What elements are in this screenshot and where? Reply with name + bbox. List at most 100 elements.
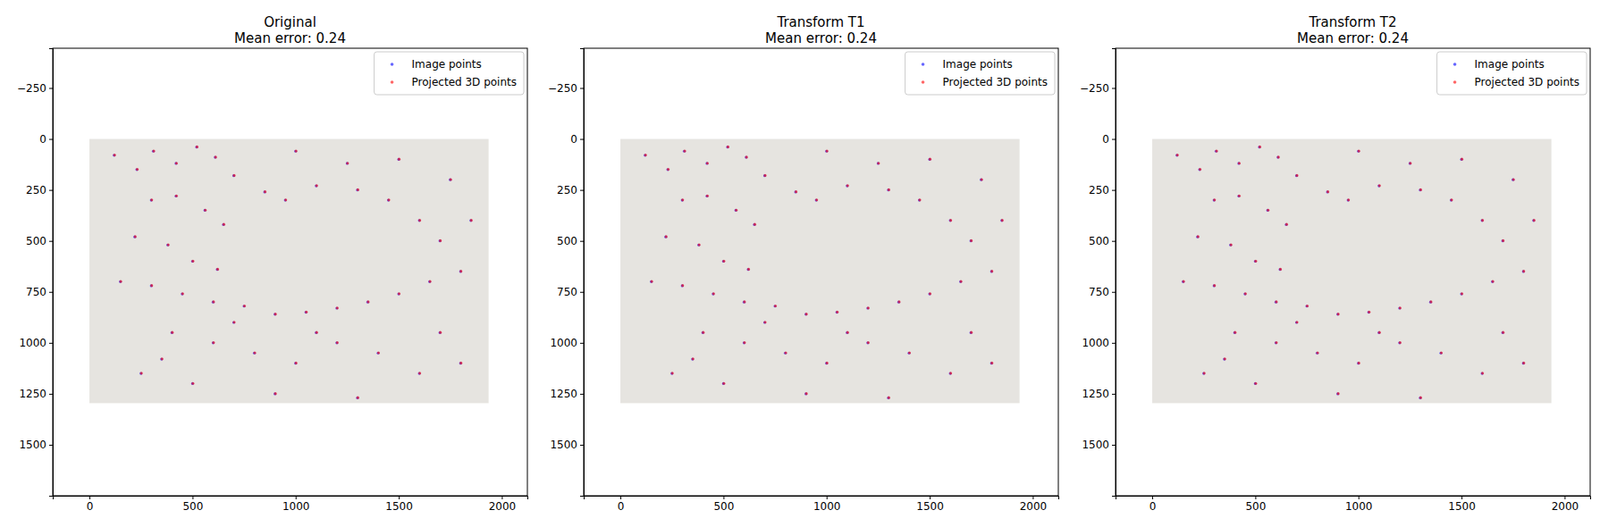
point [191, 260, 194, 263]
point [927, 158, 931, 161]
point [1223, 357, 1227, 361]
point [191, 382, 194, 386]
point [315, 331, 319, 335]
title: Transform T1 [775, 14, 865, 31]
point [1276, 156, 1280, 160]
point [1214, 149, 1218, 152]
point [243, 304, 246, 308]
tick-label: 1500 [18, 438, 47, 452]
point [284, 198, 287, 202]
tick-label: −250 [16, 82, 47, 95]
point [805, 312, 809, 316]
tick-label: 0 [86, 500, 94, 514]
point [140, 371, 144, 375]
point [459, 362, 463, 365]
tick-label: 750 [1088, 286, 1110, 299]
point [887, 188, 891, 192]
y-axis: −2500250500750100012501500 [547, 49, 584, 497]
point [1222, 357, 1226, 361]
axis-line [1116, 496, 1592, 501]
point [167, 243, 170, 246]
point [1258, 145, 1262, 149]
point [960, 280, 963, 284]
point [194, 145, 198, 149]
point [1182, 280, 1186, 284]
tick-label: 500 [1245, 500, 1266, 514]
point [835, 311, 839, 314]
point [763, 174, 767, 177]
point [1440, 351, 1443, 354]
point [747, 268, 750, 271]
panel: 0500100015002000−25002505007501000125015… [16, 14, 528, 514]
point [1481, 218, 1484, 222]
tick: 1250 [549, 387, 584, 401]
tick-mark [49, 292, 53, 294]
point [1418, 396, 1422, 400]
point [1460, 292, 1464, 295]
point [459, 362, 463, 365]
point [315, 184, 319, 187]
point [151, 149, 155, 152]
point [396, 158, 400, 161]
tick-mark [398, 496, 400, 500]
point [428, 280, 431, 284]
point [336, 306, 339, 310]
tick-label: −250 [1079, 82, 1110, 95]
point [867, 341, 870, 345]
point [459, 269, 463, 273]
point [773, 304, 776, 308]
point [1429, 301, 1432, 304]
point [1274, 341, 1278, 345]
axis-line [53, 496, 529, 501]
tick: 1000 [18, 336, 53, 350]
point [263, 190, 267, 194]
tick: 1500 [1081, 438, 1116, 452]
tick-mark [580, 190, 584, 192]
point [1377, 331, 1381, 335]
tick-label: 0 [617, 500, 625, 514]
image-extent [620, 139, 1020, 405]
point [1315, 352, 1319, 355]
legend-marker [390, 62, 395, 67]
tick: 2000 [488, 496, 517, 514]
point [706, 161, 709, 165]
point [825, 149, 829, 152]
tick-mark [1461, 496, 1463, 500]
point [1326, 190, 1330, 194]
tick-mark [580, 292, 584, 294]
legend: Image pointsProjected 3D points [1437, 51, 1587, 95]
subtitle: Mean error: 0.24 [765, 30, 877, 47]
point [1481, 218, 1484, 222]
series-points [1175, 145, 1535, 400]
point [876, 161, 880, 165]
panel: 0500100015002000−25002505007501000125015… [1079, 14, 1591, 514]
tick-mark [1111, 241, 1116, 243]
point [742, 301, 746, 304]
point [1254, 382, 1257, 386]
point [1408, 161, 1412, 165]
tick-label: 250 [1088, 184, 1110, 197]
point [682, 150, 686, 153]
tick-label: 500 [182, 500, 203, 514]
point [990, 362, 994, 365]
tick-mark [192, 496, 194, 500]
tick-mark [1032, 496, 1034, 500]
point [418, 371, 422, 375]
point [139, 371, 143, 375]
point [174, 161, 177, 165]
point [897, 301, 901, 304]
point [866, 306, 869, 310]
tick: −250 [547, 82, 584, 95]
point [304, 311, 308, 314]
point [449, 177, 453, 181]
x-axis: 0500100015002000 [1116, 496, 1592, 514]
point [825, 150, 828, 153]
point [1212, 198, 1216, 202]
point [387, 198, 390, 202]
point [949, 218, 952, 222]
tick-mark [49, 190, 53, 192]
plot-area [1152, 139, 1552, 405]
point [175, 161, 178, 165]
point [1347, 198, 1350, 202]
point [180, 292, 184, 295]
